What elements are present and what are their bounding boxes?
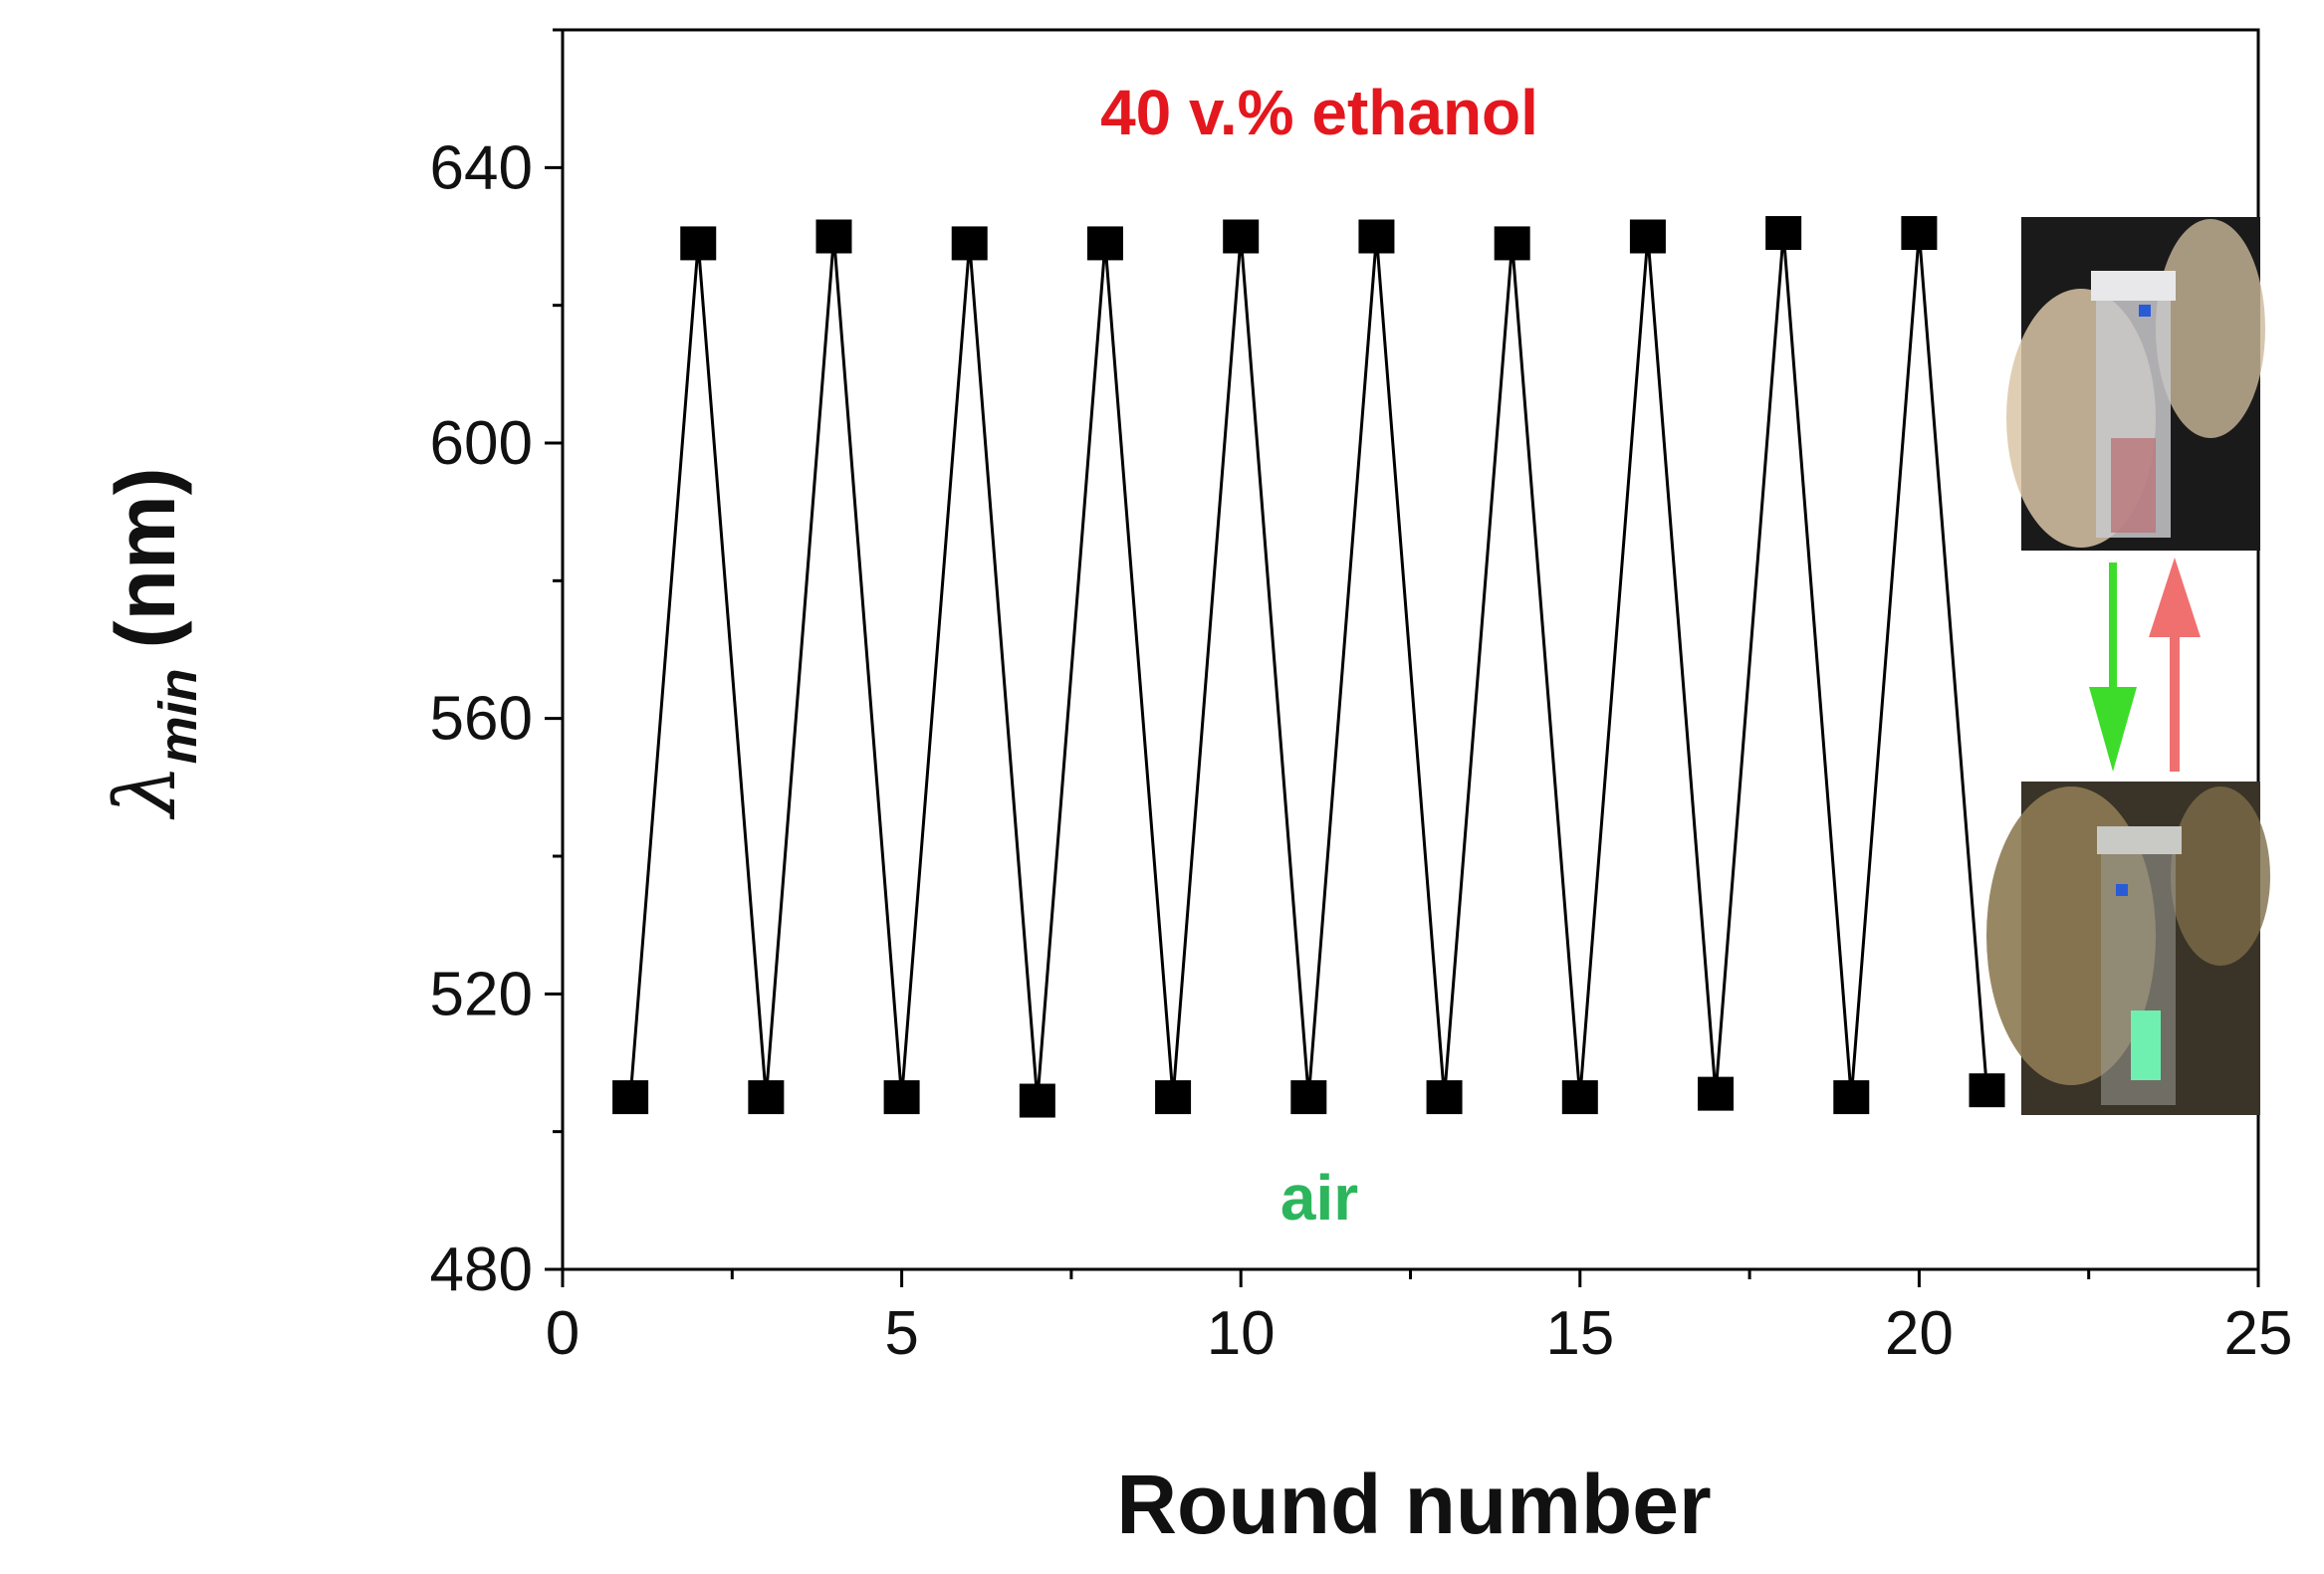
data-point [1426,1080,1463,1115]
x-tick-label: 5 [884,1299,918,1368]
annotation-air: air [1280,1162,1358,1234]
data-point [1019,1083,1055,1118]
data-point [1358,219,1395,254]
data-point [1086,226,1123,261]
data-point [1155,1080,1192,1115]
data-point [680,226,717,261]
data-point [1494,226,1530,261]
data-point [1290,1080,1327,1115]
inset-photo-air [1986,782,2270,1115]
x-tick-label: 10 [1207,1299,1276,1368]
axes: 0 5 10 15 20 25 480 520 560 600 640 [430,28,2293,1368]
y-axis-label: λmin (nm) [97,467,208,819]
y-tick-label: 520 [430,960,533,1028]
arrow-down-icon [2089,562,2137,772]
data-point [1561,1080,1598,1115]
data-point [1629,219,1666,254]
data-point [748,1080,785,1115]
x-tick-label: 0 [546,1299,580,1368]
x-axis-label: Round number [1116,1458,1711,1551]
y-tick-label: 600 [430,409,533,478]
arrow-up-icon [2149,558,2201,772]
data-point [883,1080,920,1115]
y-tick-label: 480 [430,1236,533,1304]
y-tick-label: 560 [430,685,533,754]
data-point [951,226,988,261]
svg-text:λmin(nm): λmin (nm) [97,467,208,819]
data-point [1901,216,1938,251]
x-tick-label: 20 [1885,1299,1954,1368]
data-point [612,1080,649,1115]
data-point [1765,216,1802,251]
data-point [1698,1076,1735,1111]
annotation-ethanol: 40 v.% ethanol [1100,77,1538,148]
y-axis-label-unit: (nm) [99,467,192,648]
x-tick-label: 15 [1545,1299,1614,1368]
y-axis-label-symbol: λ [97,764,194,819]
data-point [1223,219,1260,254]
data-point [1833,1080,1870,1115]
inset-photo-ethanol [2006,217,2265,551]
series-layer [612,216,2005,1118]
y-tick-label: 640 [430,133,533,202]
x-tick-label: 25 [2224,1299,2293,1368]
series-line [628,232,1989,1101]
data-point [1969,1073,2005,1108]
data-point [815,219,852,254]
y-axis-label-subscript: min [148,668,208,764]
